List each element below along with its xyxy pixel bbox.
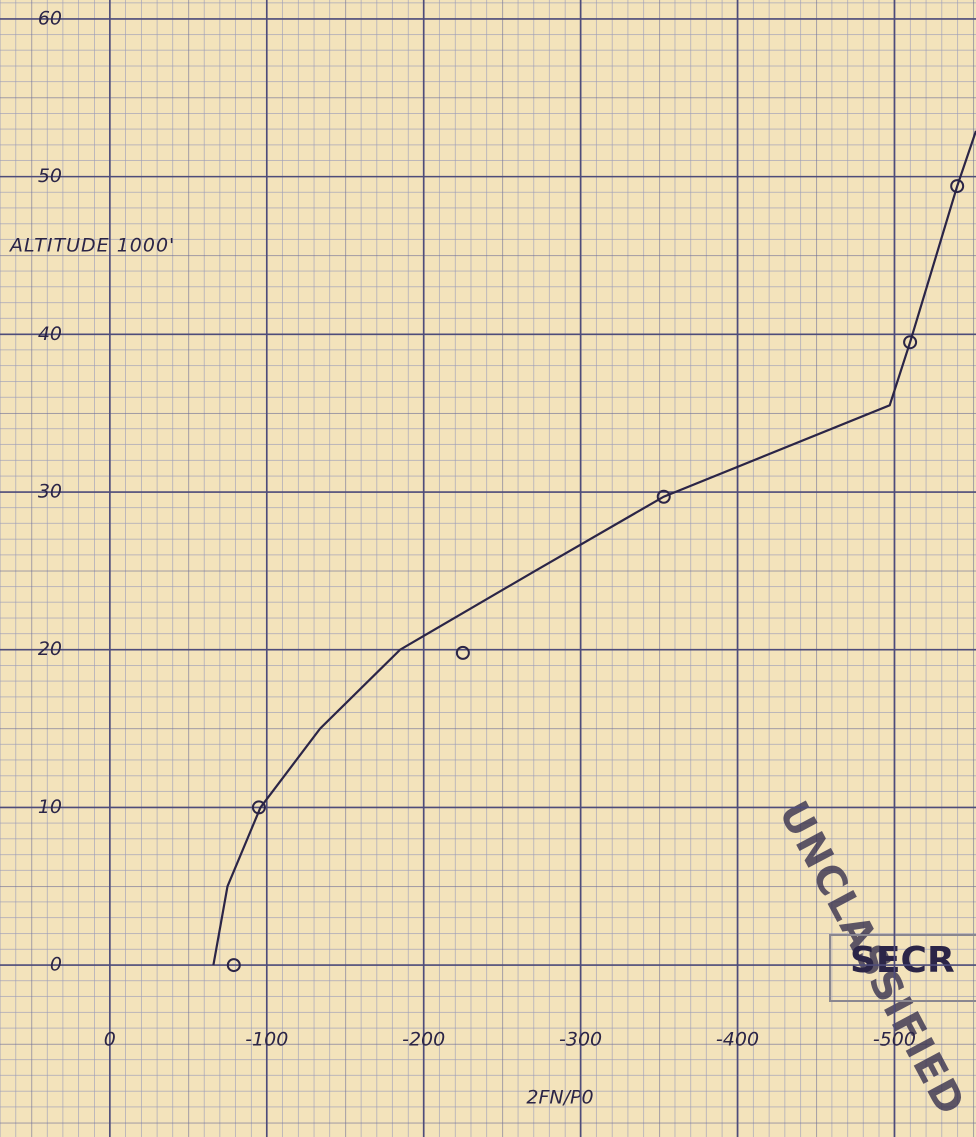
x-tick-label: -500 bbox=[873, 1029, 916, 1051]
x-tick-label: -100 bbox=[245, 1029, 288, 1051]
x-tick-label: 0 bbox=[104, 1029, 116, 1051]
y-tick-label: 0 bbox=[50, 954, 62, 976]
y-axis-label: ALTITUDE 1000' bbox=[8, 235, 175, 257]
secret-stamp-box bbox=[829, 934, 976, 1002]
x-tick-label: -300 bbox=[559, 1029, 602, 1051]
curve bbox=[212, 130, 976, 966]
y-tick-label: 50 bbox=[38, 165, 62, 187]
y-tick-label: 20 bbox=[38, 638, 62, 660]
x-axis-label: 2FN/P0 bbox=[526, 1087, 593, 1109]
y-tick-label: 40 bbox=[38, 323, 62, 345]
data-point bbox=[656, 489, 671, 504]
data-point bbox=[455, 645, 470, 660]
data-point bbox=[226, 958, 241, 973]
x-tick-label: -200 bbox=[402, 1029, 445, 1051]
y-tick-label: 60 bbox=[38, 7, 62, 29]
data-point bbox=[950, 179, 965, 194]
data-point bbox=[903, 335, 918, 350]
y-tick-label: 30 bbox=[38, 481, 62, 503]
y-tick-label: 10 bbox=[38, 796, 62, 818]
secret-stamp: SECR bbox=[850, 940, 955, 981]
x-tick-label: -400 bbox=[716, 1029, 759, 1051]
